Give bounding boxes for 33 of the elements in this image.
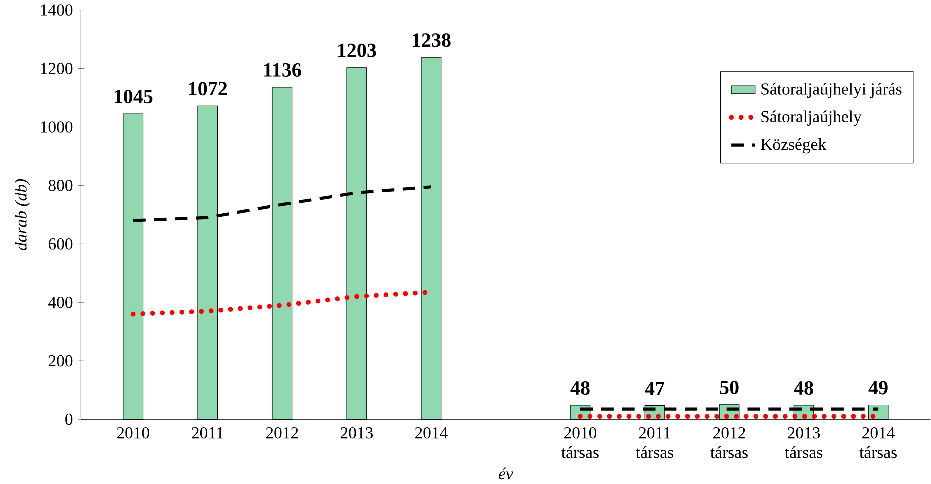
x-tick-label: 2014 <box>415 427 448 439</box>
legend-label: Községek <box>761 138 827 154</box>
x-tick-label: 2012 társas <box>710 427 748 458</box>
data-label: 1072 <box>189 82 228 96</box>
y-tick-label: 1400 <box>41 4 73 16</box>
data-label: 1238 <box>412 33 451 48</box>
data-label: 48 <box>570 381 590 395</box>
data-label: 49 <box>868 381 888 395</box>
y-tick-label: 1200 <box>41 62 73 74</box>
x-axis-title: év <box>499 468 514 480</box>
y-tick-label: 400 <box>48 296 73 308</box>
legend-label: Sátoraljaújhelyi járás <box>762 82 902 98</box>
x-tick-label: 2013 <box>340 427 373 439</box>
data-label: 1045 <box>114 90 153 104</box>
legend-label: Sátoraljaújhely <box>762 110 862 126</box>
x-tick-label: 2013 társas <box>785 427 822 458</box>
x-tick-label: 2011 <box>192 427 224 439</box>
x-tick-label: 2012 <box>266 427 298 439</box>
data-label: 1203 <box>338 44 376 58</box>
data-label: 50 <box>720 380 739 394</box>
y-tick-label: 800 <box>48 180 73 192</box>
x-tick-label: 2010 <box>117 427 150 439</box>
data-label: 1136 <box>264 63 302 77</box>
y-tick-label: 1000 <box>41 121 73 133</box>
data-label: 47 <box>645 382 665 396</box>
x-tick-label: 2014 társas <box>860 427 897 458</box>
x-tick-label: 2011 társas <box>636 427 674 458</box>
y-tick-label: 200 <box>48 355 73 367</box>
x-tick-label: 2010 társas <box>562 427 599 458</box>
y-tick-label: 600 <box>48 238 73 250</box>
y-axis-title: darab (db) <box>15 179 30 250</box>
data-label: 48 <box>794 381 814 395</box>
y-tick-label: 0 <box>66 414 73 426</box>
